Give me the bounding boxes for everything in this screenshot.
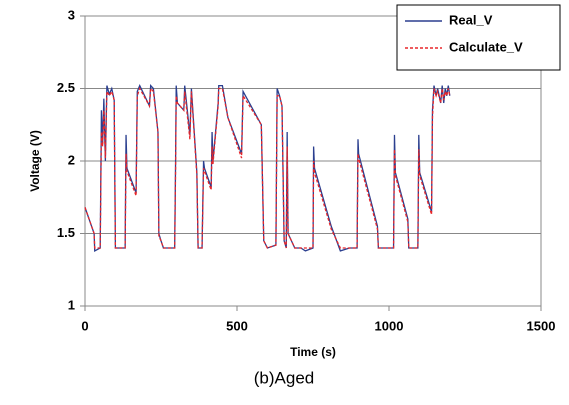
y-tick-label: 1.5 — [57, 225, 75, 240]
y-tick-label: 3 — [68, 7, 75, 22]
x-axis-title: Time (s) — [290, 345, 336, 359]
legend-label: Real_V — [449, 12, 493, 27]
y-axis-title: Voltage (V) — [28, 130, 42, 192]
legend-label: Calculate_V — [449, 39, 523, 54]
legend-box — [396, 4, 561, 71]
x-tick-label: 1500 — [527, 318, 556, 333]
x-tick-label: 500 — [226, 318, 248, 333]
caption: (b)Aged — [254, 368, 314, 387]
y-tick-label: 2 — [68, 152, 75, 167]
x-tick-label: 1000 — [375, 318, 404, 333]
y-tick-label: 2.5 — [57, 80, 75, 95]
series-line — [84, 86, 451, 249]
x-tick-label: 0 — [81, 318, 88, 333]
y-tick-label: 1 — [68, 297, 75, 312]
